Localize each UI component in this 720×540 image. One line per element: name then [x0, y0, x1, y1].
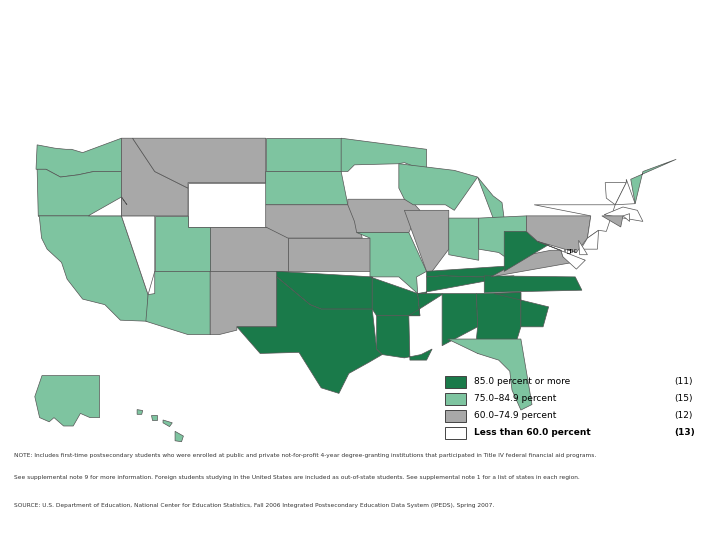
Text: See supplemental note 9 for more information. Foreign students studying in the U: See supplemental note 9 for more informa… — [14, 475, 580, 480]
Polygon shape — [122, 138, 188, 216]
Polygon shape — [210, 271, 276, 335]
Bar — [446, 410, 467, 422]
Polygon shape — [405, 210, 449, 271]
Text: (11): (11) — [674, 377, 693, 386]
Polygon shape — [564, 249, 565, 252]
Polygon shape — [266, 138, 341, 172]
Polygon shape — [602, 216, 623, 227]
Polygon shape — [399, 164, 477, 210]
Polygon shape — [477, 177, 504, 219]
Text: 75.0–84.9 percent: 75.0–84.9 percent — [474, 394, 557, 403]
Text: NOTE: Includes first-time postsecondary students who were enrolled at public and: NOTE: Includes first-time postsecondary … — [14, 453, 597, 458]
Polygon shape — [426, 266, 511, 277]
Text: Less than 60.0 percent: Less than 60.0 percent — [474, 428, 591, 437]
Polygon shape — [155, 216, 210, 271]
Polygon shape — [341, 138, 426, 172]
Polygon shape — [276, 271, 372, 309]
Text: (15): (15) — [674, 394, 693, 403]
Polygon shape — [442, 294, 477, 346]
Polygon shape — [485, 276, 582, 293]
Polygon shape — [288, 238, 370, 271]
Polygon shape — [36, 138, 122, 177]
Text: □DC: □DC — [567, 248, 578, 253]
Polygon shape — [604, 207, 643, 221]
Polygon shape — [579, 240, 588, 255]
Polygon shape — [409, 294, 442, 316]
Polygon shape — [538, 241, 585, 269]
Polygon shape — [491, 250, 585, 277]
Polygon shape — [163, 420, 172, 427]
Polygon shape — [137, 409, 143, 414]
Polygon shape — [237, 277, 382, 394]
Polygon shape — [418, 276, 514, 294]
Polygon shape — [370, 277, 420, 316]
Polygon shape — [606, 183, 626, 205]
Polygon shape — [151, 415, 156, 420]
Polygon shape — [210, 227, 288, 271]
Text: school in the previous 12 months attending a public or private not-for-profit 4-: school in the previous 12 months attendi… — [0, 47, 720, 60]
Polygon shape — [37, 169, 122, 216]
Polygon shape — [266, 172, 348, 205]
Polygon shape — [631, 159, 676, 204]
Polygon shape — [132, 138, 266, 188]
Polygon shape — [35, 376, 99, 426]
Polygon shape — [615, 179, 635, 205]
Polygon shape — [175, 431, 184, 442]
Polygon shape — [479, 216, 526, 260]
Polygon shape — [449, 218, 479, 260]
Text: Percentage of freshmen who had graduated from high: Percentage of freshmen who had graduated… — [318, 17, 701, 30]
Polygon shape — [348, 199, 420, 233]
Text: MOBILITY OF COLLEGE STUDENTS:: MOBILITY OF COLLEGE STUDENTS: — [22, 17, 239, 30]
Text: (12): (12) — [674, 411, 693, 420]
Bar — [446, 428, 467, 439]
Text: 60.0–74.9 percent: 60.0–74.9 percent — [474, 411, 557, 420]
Polygon shape — [504, 232, 554, 271]
Polygon shape — [534, 205, 615, 238]
Polygon shape — [581, 230, 598, 249]
Text: SOURCE: U.S. Department of Education, National Center for Education Statistics, : SOURCE: U.S. Department of Education, Na… — [14, 503, 495, 509]
Bar — [446, 393, 467, 405]
Text: 85.0 percent or more: 85.0 percent or more — [474, 377, 570, 386]
Polygon shape — [477, 293, 521, 354]
Polygon shape — [448, 339, 532, 410]
Polygon shape — [623, 214, 629, 221]
Bar — [446, 376, 467, 388]
Text: (13): (13) — [674, 428, 695, 437]
Polygon shape — [146, 271, 210, 335]
Polygon shape — [526, 216, 591, 253]
Polygon shape — [356, 233, 426, 294]
Polygon shape — [188, 183, 266, 227]
Polygon shape — [38, 216, 148, 321]
Text: home state: Fall 2006: home state: Fall 2006 — [282, 77, 438, 91]
Polygon shape — [266, 205, 362, 238]
Polygon shape — [494, 293, 549, 327]
Polygon shape — [88, 197, 155, 295]
Polygon shape — [377, 316, 432, 360]
